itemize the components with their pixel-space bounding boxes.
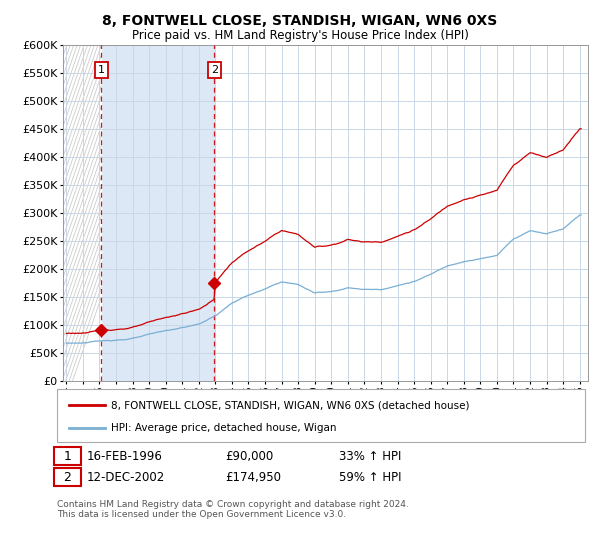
Bar: [101, 45, 214, 381]
Text: 33% ↑ HPI: 33% ↑ HPI: [339, 450, 401, 463]
Text: 16-FEB-1996: 16-FEB-1996: [87, 450, 163, 463]
Text: 8, FONTWELL CLOSE, STANDISH, WIGAN, WN6 0XS (detached house): 8, FONTWELL CLOSE, STANDISH, WIGAN, WN6 …: [111, 400, 470, 410]
Text: 1: 1: [64, 450, 71, 463]
Text: Price paid vs. HM Land Registry's House Price Index (HPI): Price paid vs. HM Land Registry's House …: [131, 29, 469, 42]
Text: £174,950: £174,950: [225, 470, 281, 484]
Text: 59% ↑ HPI: 59% ↑ HPI: [339, 470, 401, 484]
Text: 1: 1: [98, 65, 105, 75]
Text: 2: 2: [64, 470, 71, 484]
Text: £90,000: £90,000: [225, 450, 273, 463]
Text: 8, FONTWELL CLOSE, STANDISH, WIGAN, WN6 0XS: 8, FONTWELL CLOSE, STANDISH, WIGAN, WN6 …: [103, 14, 497, 28]
Bar: [58, 45, 101, 381]
Text: 2: 2: [211, 65, 218, 75]
Text: 12-DEC-2002: 12-DEC-2002: [87, 470, 165, 484]
Text: HPI: Average price, detached house, Wigan: HPI: Average price, detached house, Wiga…: [111, 423, 337, 433]
Text: Contains HM Land Registry data © Crown copyright and database right 2024.
This d: Contains HM Land Registry data © Crown c…: [57, 500, 409, 519]
